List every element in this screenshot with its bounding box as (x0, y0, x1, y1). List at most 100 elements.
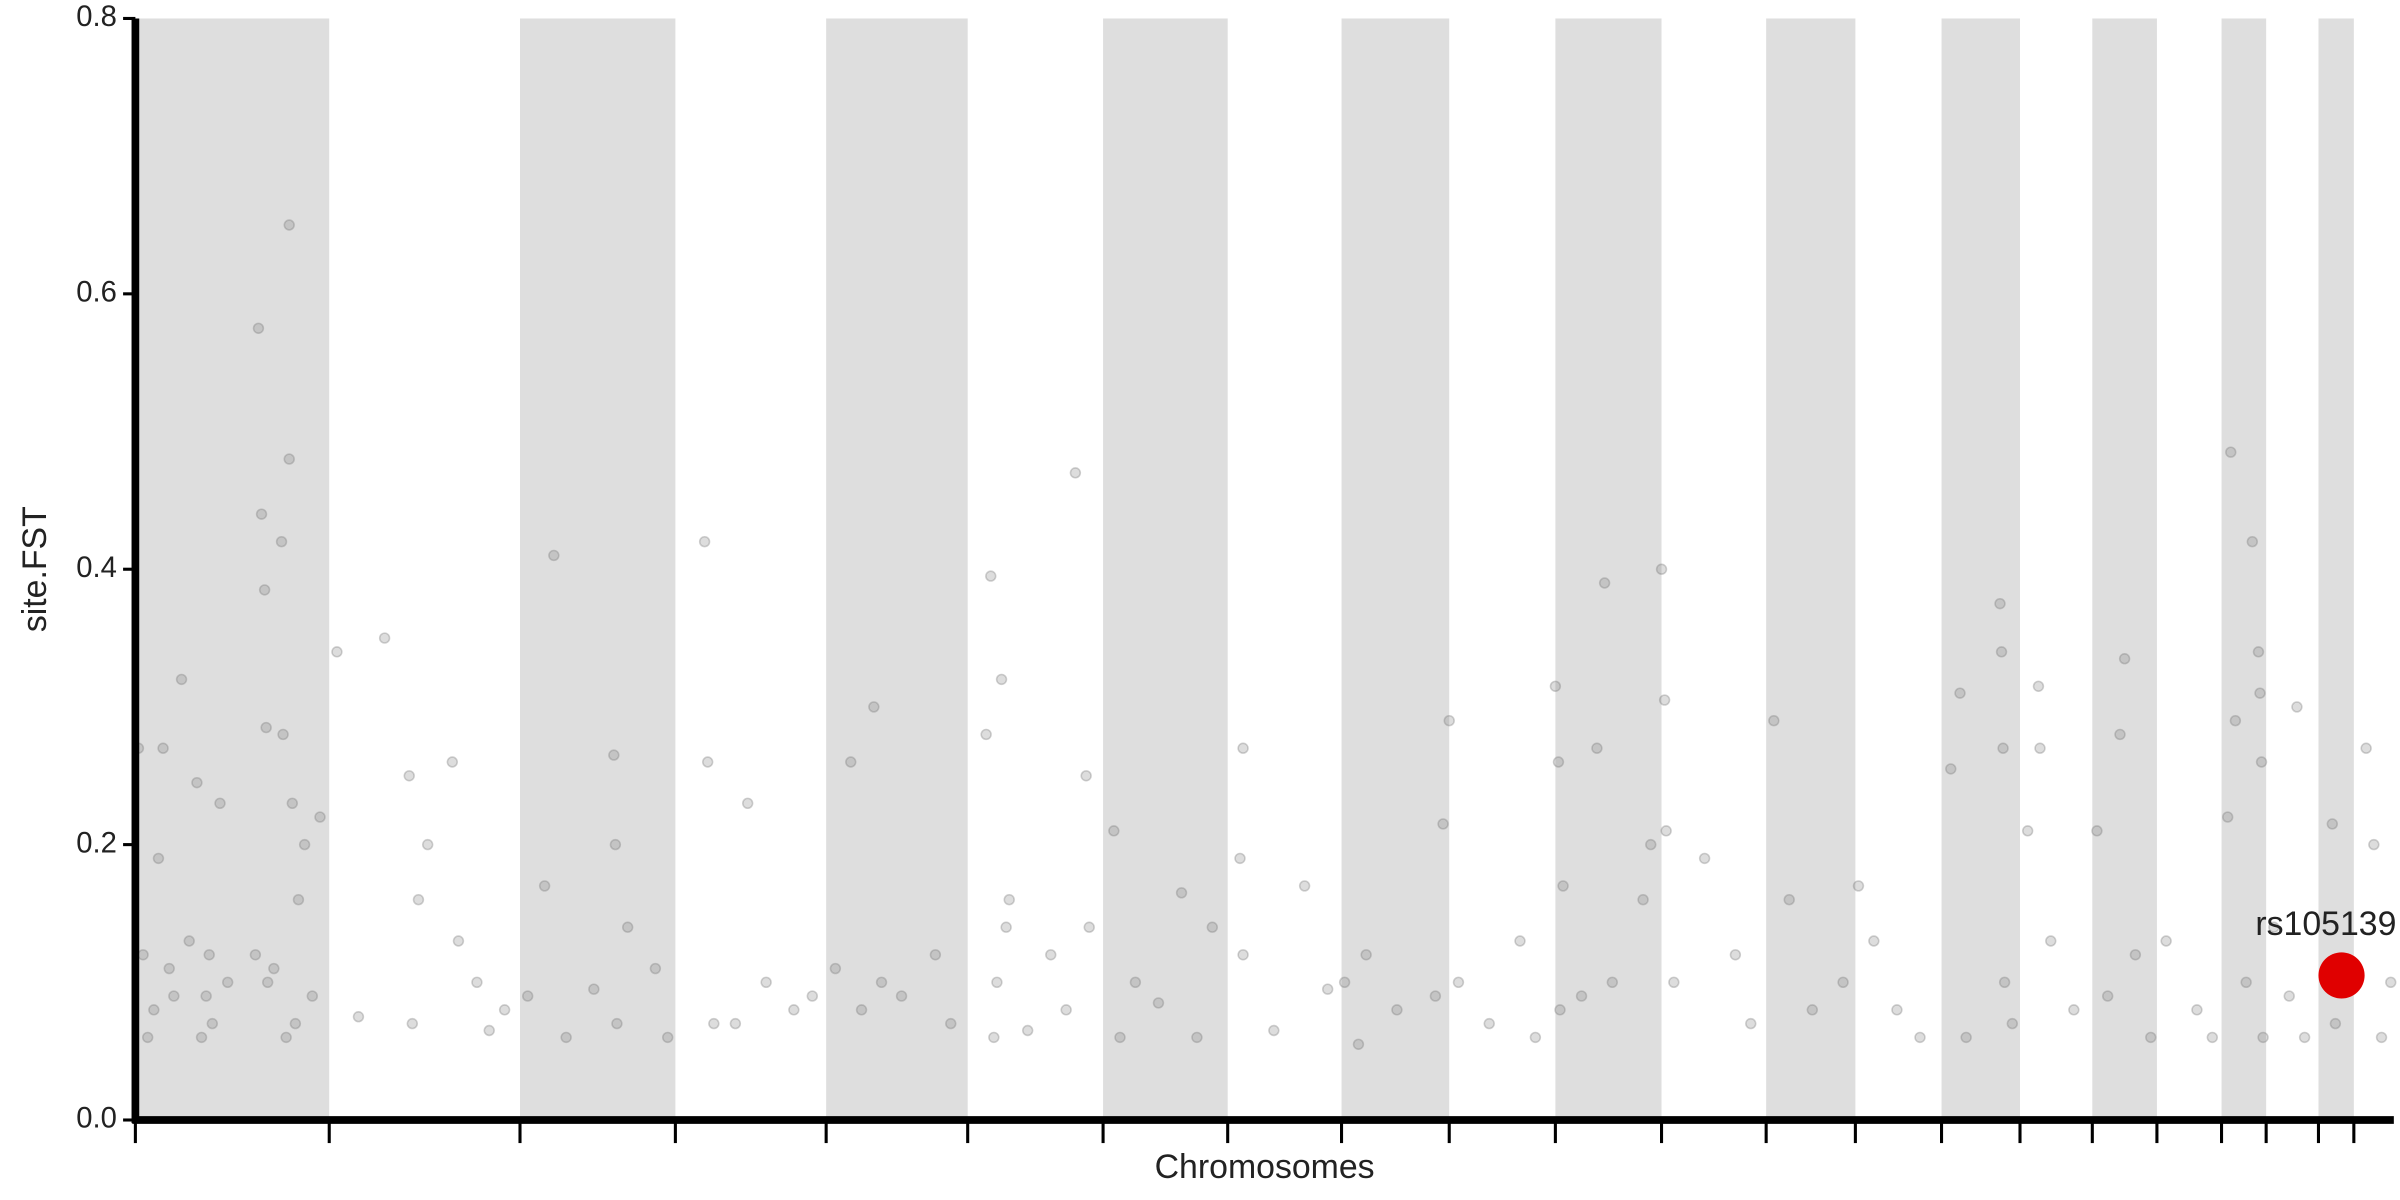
snp-point (1268, 1024, 1280, 1037)
snp-point (609, 838, 622, 851)
y-tick-label: 0.6 (76, 277, 117, 309)
snp-point (2225, 446, 2237, 458)
snp-point (2191, 1004, 2203, 1016)
snp-point (1529, 1031, 1542, 1044)
snp-point (298, 838, 311, 851)
snp-point (2385, 976, 2397, 988)
chromosome-band (2318, 18, 2354, 1120)
snp-point (1668, 976, 1680, 988)
snp-point (1891, 1004, 1903, 1016)
snp-point (1069, 467, 1082, 479)
snp-point (760, 976, 772, 988)
snp-point (262, 976, 274, 988)
snp-point (1658, 694, 1671, 706)
snp-point (741, 797, 754, 810)
snp-point (314, 811, 326, 823)
snp-point (1429, 990, 1442, 1002)
snp-point (845, 756, 857, 768)
snp-point (560, 1031, 572, 1044)
snp-point (195, 1031, 208, 1044)
snp-point (2257, 1031, 2269, 1044)
snp-point (1945, 763, 1957, 775)
snp-point (2145, 1031, 2157, 1044)
snp-point (1080, 770, 1092, 782)
snp-point (1045, 949, 1057, 961)
snp-point (588, 983, 600, 995)
snp-point (142, 1031, 154, 1044)
snp-point (1868, 935, 1880, 947)
snp-point (2360, 742, 2372, 754)
snp-point (2329, 1017, 2342, 1030)
snp-point (268, 962, 280, 975)
snp-point (148, 1004, 160, 1016)
y-tick-label: 0.2 (76, 827, 117, 859)
y-tick-label: 0.8 (76, 1, 117, 33)
snp-point (249, 949, 262, 961)
snp-point (2375, 1031, 2388, 1044)
snp-point (1806, 1004, 1819, 1016)
snp-point (183, 935, 195, 947)
snp-point (995, 673, 1008, 686)
snp-point (980, 728, 992, 741)
snp-point (152, 852, 165, 865)
snp-point (2102, 990, 2114, 1002)
snp-point (1321, 983, 1334, 995)
snp-point (2068, 1004, 2080, 1016)
snp-point (275, 535, 288, 548)
snp-point (2045, 935, 2057, 947)
snp-point (352, 1011, 365, 1023)
snp-point (403, 770, 415, 782)
snp-point (378, 632, 391, 644)
snp-point (2368, 838, 2380, 851)
x-axis-label: Chromosomes (1155, 1148, 1375, 1186)
snp-point (137, 949, 149, 961)
snp-point (2032, 680, 2045, 692)
snp-point (175, 673, 188, 686)
snp-point (255, 508, 268, 520)
snp-point (471, 976, 483, 988)
y-axis-label: site.FST (16, 506, 54, 632)
snp-point (286, 797, 299, 810)
snp-point (929, 949, 942, 961)
snp-point (2022, 825, 2034, 837)
snp-point (163, 962, 175, 975)
snp-point (222, 976, 234, 988)
snp-point (855, 1004, 868, 1016)
snp-point (1237, 949, 1249, 961)
snp-point (157, 742, 169, 754)
snp-point (1554, 1004, 1566, 1016)
snp-point (608, 749, 620, 761)
snp-point (2268, 921, 2280, 933)
snp-point (1997, 742, 2009, 754)
chromosome-band (1766, 18, 1856, 1120)
highlight-point (2318, 952, 2365, 999)
chromosome-band (826, 18, 968, 1120)
snp-point (258, 584, 271, 596)
snp-point (611, 1017, 623, 1030)
snp-point (206, 1017, 219, 1030)
snp-point (2129, 949, 2142, 961)
snp-point (1960, 1031, 1972, 1044)
snp-point (1837, 976, 1849, 988)
snp-point (421, 838, 434, 851)
chromosome-band (1555, 18, 1662, 1120)
snp-point (701, 756, 714, 768)
snp-point (1437, 818, 1449, 830)
snp-point (649, 962, 662, 975)
snp-point (895, 990, 908, 1002)
snp-point (1745, 1017, 1757, 1030)
snp-point (1234, 852, 1246, 865)
snp-point (521, 990, 534, 1002)
snp-point (1483, 1017, 1495, 1030)
snp-point (1645, 838, 1657, 851)
snp-point (729, 1017, 742, 1030)
snp-point (708, 1017, 720, 1030)
snp-point (2160, 935, 2172, 947)
snp-point (1191, 1031, 1203, 1044)
snp-point (1549, 680, 1562, 692)
snp-point (1129, 976, 1142, 988)
chromosome-band (1941, 18, 2020, 1120)
snp-point (1552, 756, 1565, 768)
snp-point (412, 893, 425, 906)
snp-point (289, 1017, 302, 1030)
